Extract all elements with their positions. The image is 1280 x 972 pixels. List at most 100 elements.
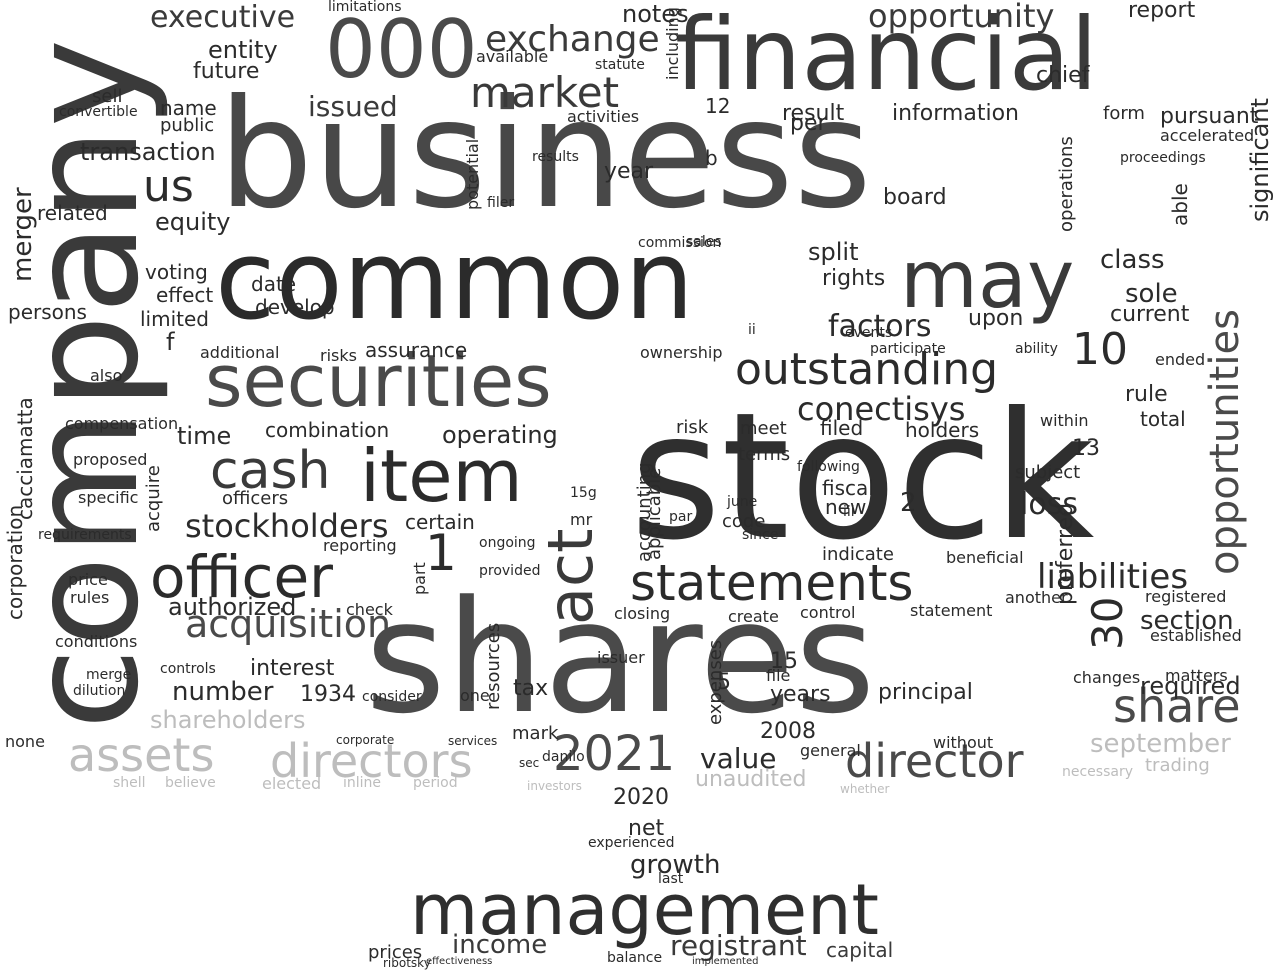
word: f	[166, 328, 175, 356]
word: compensation	[65, 414, 179, 433]
word: services	[448, 734, 498, 748]
word: opportunity	[868, 0, 1055, 35]
word: ability	[1015, 341, 1058, 357]
word: proceedings	[1120, 150, 1206, 166]
word: prices	[368, 942, 423, 963]
word: holders	[905, 418, 980, 442]
word: develop	[255, 295, 335, 319]
word: persons	[8, 300, 87, 324]
word: established	[1150, 626, 1242, 645]
word: pursuant	[1160, 104, 1259, 129]
word: filer	[487, 195, 515, 211]
word: limited	[140, 307, 209, 331]
word: securities	[205, 339, 552, 423]
word: indicate	[822, 544, 894, 565]
word: ownership	[640, 343, 723, 362]
word: potential	[463, 138, 482, 210]
word: check	[346, 600, 393, 619]
word: certain	[405, 510, 475, 534]
word: class	[1100, 245, 1165, 275]
word: 2	[900, 488, 917, 518]
word: meet	[740, 418, 787, 439]
word: opportunities	[1202, 309, 1248, 575]
word: sec	[519, 756, 540, 770]
word: shareholders	[150, 706, 306, 734]
word: corporate	[336, 733, 395, 747]
word: statute	[595, 57, 645, 73]
word: factors	[828, 309, 932, 344]
word: transaction	[80, 138, 216, 166]
word: entity	[208, 36, 278, 64]
word: officer	[150, 543, 333, 611]
word: including	[663, 7, 682, 80]
word: new	[825, 495, 867, 519]
word: controls	[160, 661, 216, 677]
word: changes	[1073, 668, 1141, 687]
word: iii	[843, 504, 855, 520]
word: shell	[113, 775, 146, 791]
word: year	[604, 159, 654, 184]
word: activities	[567, 107, 640, 126]
word: 30	[1083, 596, 1132, 650]
word: filed	[820, 416, 864, 440]
word: reporting	[323, 536, 397, 555]
word: stock	[630, 376, 1095, 579]
word: control	[800, 603, 856, 622]
word: exchange	[485, 19, 660, 60]
word: result	[782, 101, 845, 126]
word: section	[1140, 606, 1234, 636]
word: effectiveness	[426, 956, 493, 967]
word: participate	[870, 341, 946, 357]
word: period	[413, 775, 458, 791]
word: 1934	[300, 682, 356, 707]
word: subject	[1015, 462, 1081, 483]
word: tax	[513, 676, 549, 701]
word: general	[800, 741, 861, 760]
word: future	[193, 59, 260, 84]
word: per	[790, 111, 827, 136]
word: conditions	[55, 632, 138, 651]
word: price	[68, 570, 108, 589]
word: required	[1140, 672, 1241, 700]
word: rules	[70, 588, 110, 607]
word: number	[172, 677, 274, 707]
word: 5	[717, 670, 731, 695]
word: shares	[365, 567, 876, 748]
word: market	[470, 68, 620, 117]
word: mark	[512, 723, 559, 744]
word: accelerated	[1160, 126, 1255, 145]
word: able	[1168, 183, 1192, 226]
word: elected	[262, 774, 322, 793]
word: operating	[442, 421, 558, 449]
word: beneficial	[946, 548, 1024, 567]
word: directors	[270, 734, 473, 788]
word: common	[215, 216, 695, 344]
word: september	[1090, 729, 1231, 759]
word: closing	[614, 604, 671, 623]
word: time	[177, 422, 232, 450]
word: acquire	[143, 465, 164, 532]
word: net	[628, 816, 665, 841]
word: us	[143, 161, 194, 212]
word: voting	[145, 260, 208, 284]
word: assets	[68, 728, 215, 782]
word: loss	[1020, 487, 1078, 522]
word: issuer	[597, 648, 645, 667]
word: ongoing	[479, 535, 536, 551]
word: part	[410, 562, 429, 595]
word: without	[933, 733, 994, 752]
word: value	[700, 742, 777, 775]
word: principal	[878, 680, 973, 705]
word: registrant	[670, 929, 807, 962]
word: operations	[1056, 136, 1077, 232]
word: matters	[1165, 666, 1228, 685]
word: mr	[570, 510, 593, 529]
word: trading	[1145, 755, 1210, 776]
word: convertible	[59, 104, 138, 120]
word: board	[883, 185, 947, 210]
word: statements	[630, 554, 914, 612]
word: 2020	[613, 785, 669, 810]
word: capital	[826, 938, 894, 962]
word: upon	[968, 306, 1024, 331]
